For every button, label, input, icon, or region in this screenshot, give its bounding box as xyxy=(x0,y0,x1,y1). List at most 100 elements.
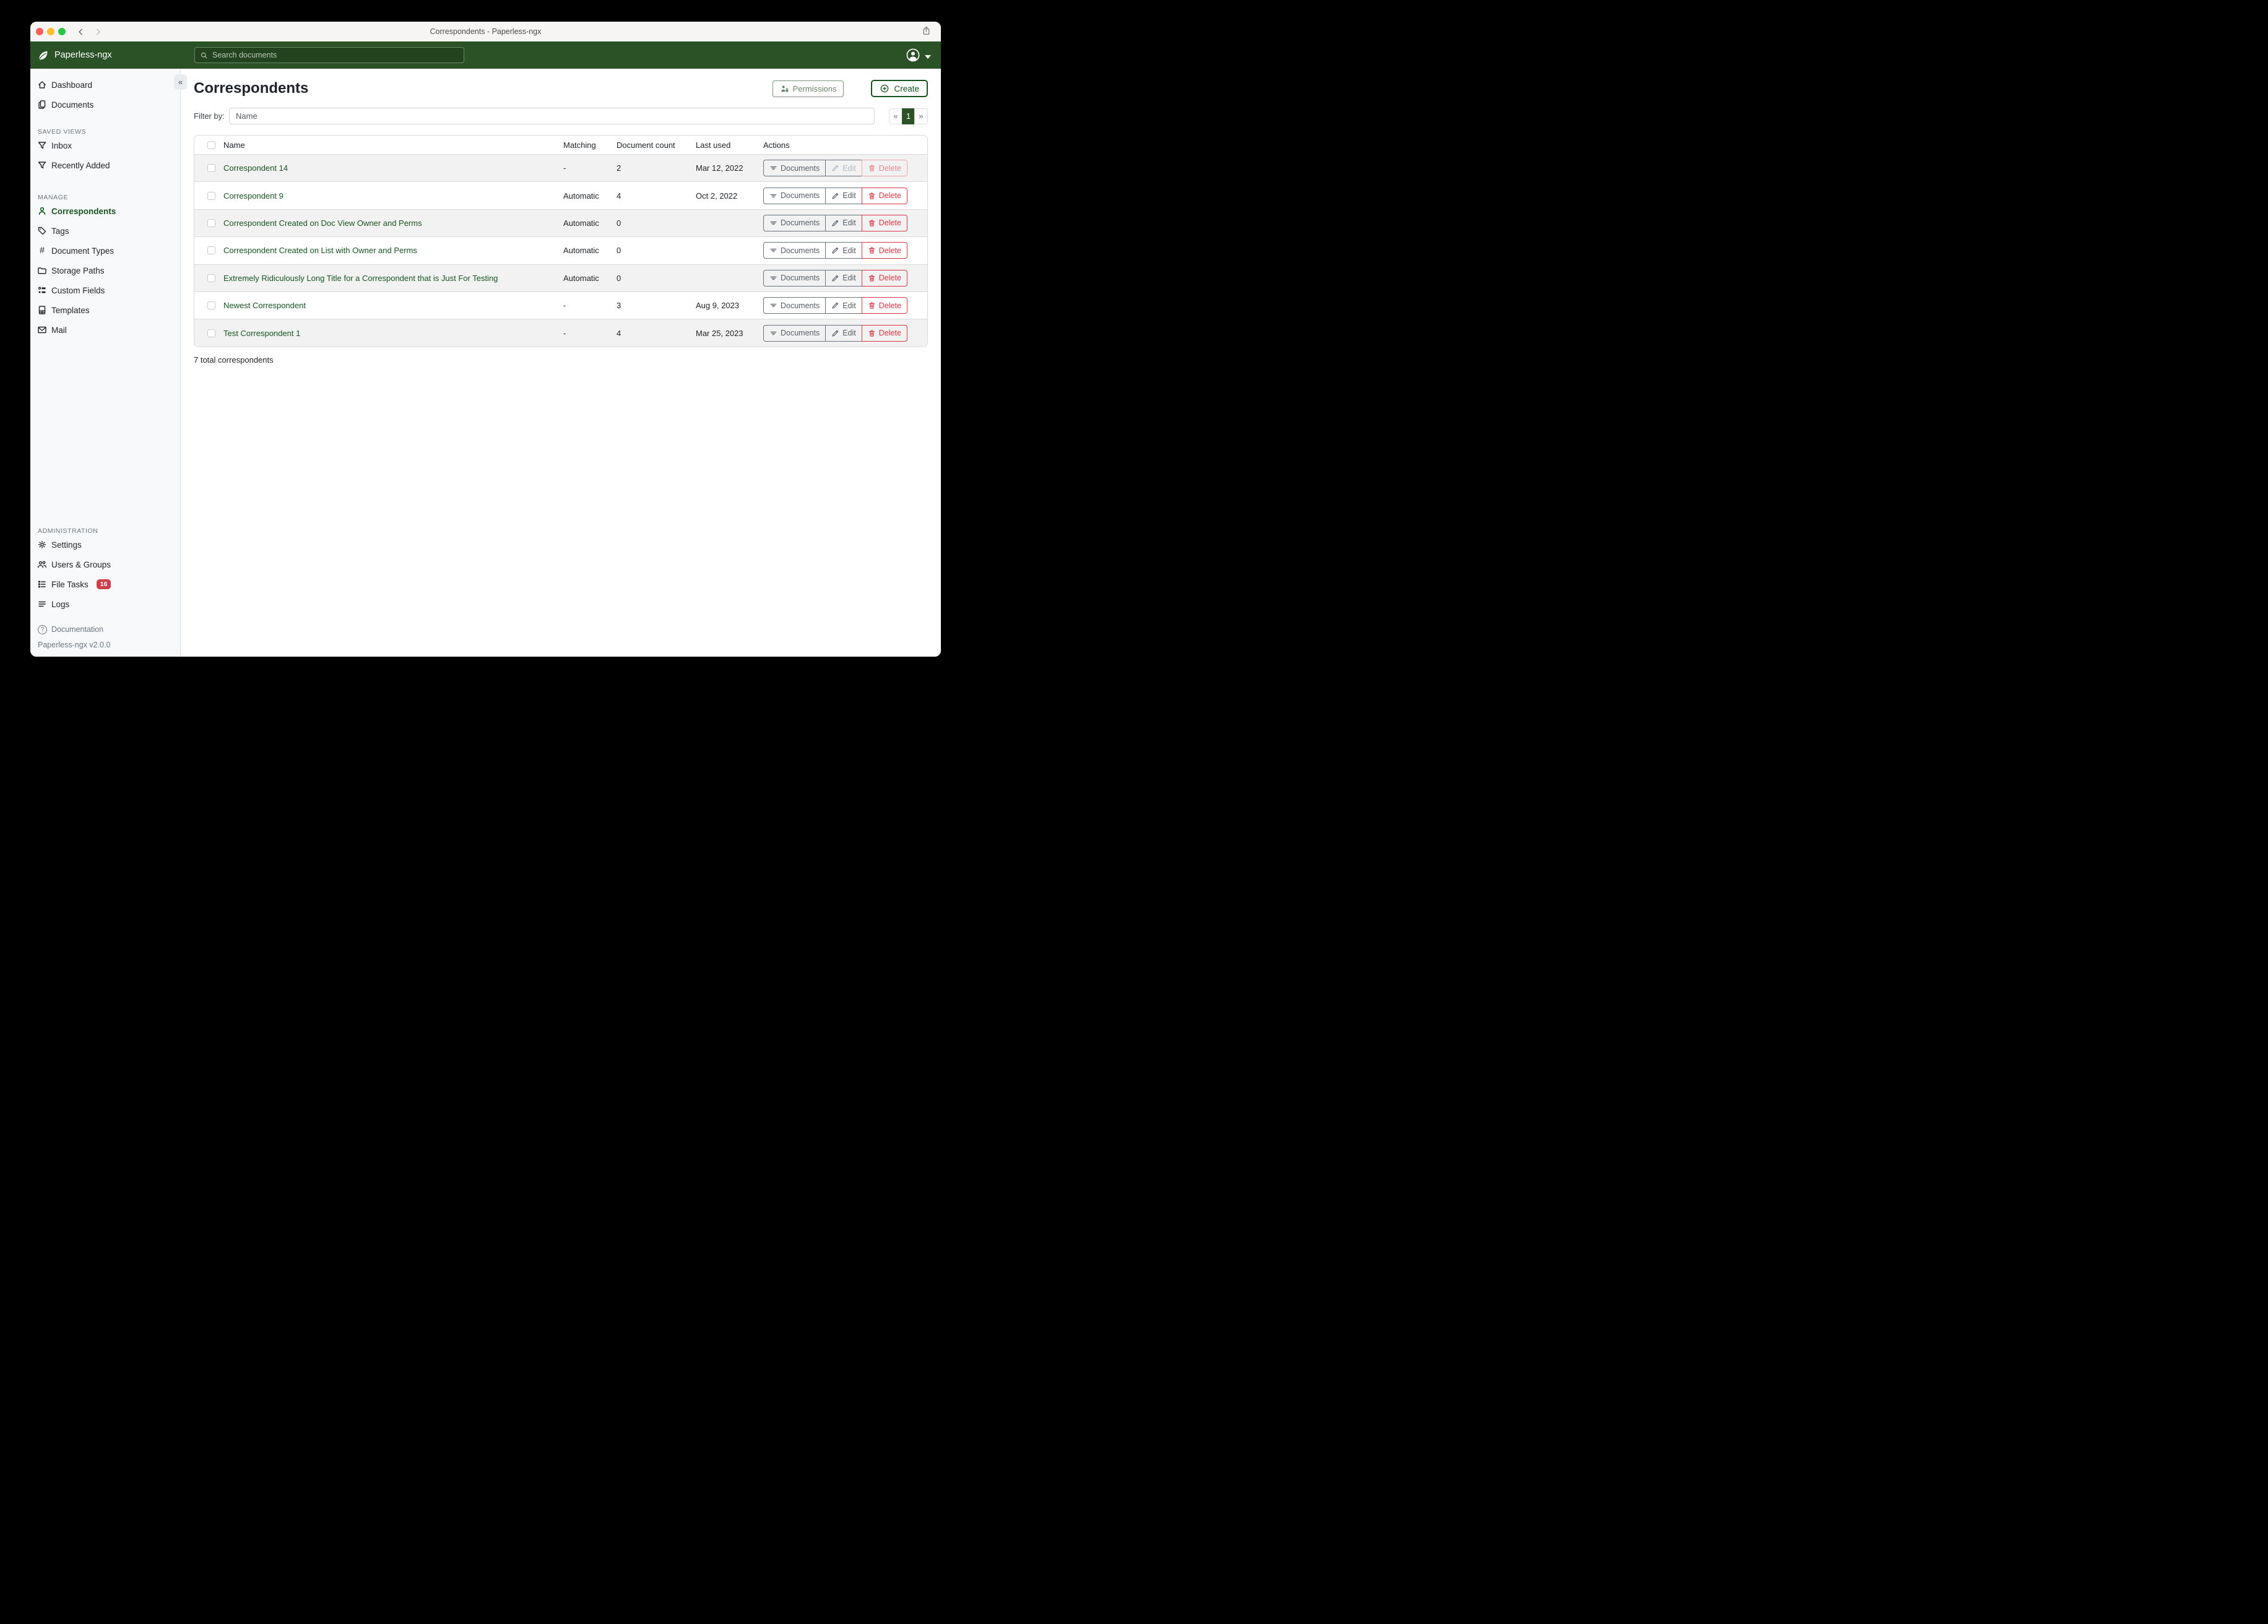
lines-icon xyxy=(37,599,47,609)
sidebar-item-storage-paths[interactable]: Storage Paths xyxy=(30,261,180,280)
header-matching: Matching xyxy=(563,140,596,150)
delete-button[interactable]: Delete xyxy=(861,187,907,204)
sidebar-item-tags[interactable]: Tags xyxy=(30,221,180,241)
correspondent-link[interactable]: Correspondent 9 xyxy=(223,191,284,201)
person-icon xyxy=(37,206,47,216)
last-used-cell: Aug 9, 2023 xyxy=(696,301,740,311)
search-input[interactable] xyxy=(212,51,459,59)
edit-button[interactable]: Edit xyxy=(825,242,862,259)
sidebar-collapse-button[interactable]: « xyxy=(174,74,187,90)
permissions-button[interactable]: Permissions xyxy=(772,80,844,97)
row-checkbox[interactable] xyxy=(207,246,215,255)
correspondent-link[interactable]: Extremely Ridiculously Long Title for a … xyxy=(223,273,498,283)
sidebar-item-file-tasks[interactable]: File Tasks 16 xyxy=(30,574,180,594)
matching-cell: - xyxy=(563,301,566,311)
documents-button[interactable]: Documents xyxy=(763,324,826,342)
edit-button[interactable]: Edit xyxy=(825,269,862,287)
pagination-next-button[interactable]: » xyxy=(914,108,928,124)
sidebar-item-logs[interactable]: Logs xyxy=(30,594,180,614)
user-menu[interactable] xyxy=(906,48,931,66)
edit-button[interactable]: Edit xyxy=(825,160,862,177)
table-row: Correspondent Created on List with Owner… xyxy=(194,236,927,264)
sidebar-item-custom-fields[interactable]: Custom Fields xyxy=(30,280,180,300)
trash-icon xyxy=(868,329,876,337)
trash-icon xyxy=(868,301,876,309)
documents-button[interactable]: Documents xyxy=(763,269,826,287)
delete-button[interactable]: Delete xyxy=(861,242,907,259)
paperless-leaf-logo-icon xyxy=(37,49,50,62)
documents-button[interactable]: Documents xyxy=(763,214,826,231)
filter-name-input[interactable] xyxy=(229,108,875,124)
correspondents-table: Name Matching Document count Last used A… xyxy=(194,135,928,347)
edit-button[interactable]: Edit xyxy=(825,297,862,314)
documents-button[interactable]: Documents xyxy=(763,187,826,204)
header-name: Name xyxy=(223,140,245,150)
row-checkbox[interactable] xyxy=(207,301,215,310)
tag-icon xyxy=(37,226,47,236)
sidebar-item-document-types[interactable]: # Document Types xyxy=(30,241,180,261)
sidebar-item-dashboard[interactable]: Dashboard xyxy=(30,75,180,95)
brand[interactable]: Paperless-ngx xyxy=(30,49,112,62)
documents-button[interactable]: Documents xyxy=(763,297,826,314)
gear-icon xyxy=(37,540,47,550)
trash-icon xyxy=(868,164,876,172)
row-checkbox[interactable] xyxy=(207,218,215,227)
delete-button[interactable]: Delete xyxy=(861,160,907,177)
sidebar-item-correspondents[interactable]: Correspondents xyxy=(30,201,180,221)
sidebar-item-inbox[interactable]: Inbox xyxy=(30,136,180,155)
edit-button[interactable]: Edit xyxy=(825,187,862,204)
create-button[interactable]: Create xyxy=(871,80,928,97)
pencil-icon xyxy=(831,164,839,172)
correspondent-link[interactable]: Correspondent Created on List with Owner… xyxy=(223,246,417,256)
row-checkbox[interactable] xyxy=(207,329,215,337)
documents-button[interactable]: Documents xyxy=(763,242,826,259)
pencil-icon xyxy=(831,246,839,254)
row-checkbox[interactable] xyxy=(207,164,215,173)
delete-button[interactable]: Delete xyxy=(861,269,907,287)
minimize-window-button[interactable] xyxy=(47,28,54,35)
sidebar-item-documents[interactable]: Documents xyxy=(30,95,180,114)
correspondent-link[interactable]: Correspondent Created on Doc View Owner … xyxy=(223,218,422,228)
delete-button[interactable]: Delete xyxy=(861,324,907,342)
sidebar-item-templates[interactable]: Templates xyxy=(30,300,180,320)
row-checkbox[interactable] xyxy=(207,274,215,282)
zoom-window-button[interactable] xyxy=(58,28,66,35)
table-row: Extremely Ridiculously Long Title for a … xyxy=(194,264,927,292)
edit-button[interactable]: Edit xyxy=(825,324,862,342)
delete-button[interactable]: Delete xyxy=(861,297,907,314)
matching-cell: - xyxy=(563,328,566,338)
filter-lines-icon xyxy=(769,329,777,337)
matching-cell: - xyxy=(563,163,566,173)
select-all-checkbox[interactable] xyxy=(207,140,215,149)
pagination-page-1[interactable]: 1 xyxy=(902,108,915,124)
close-window-button[interactable] xyxy=(36,28,43,35)
share-icon[interactable] xyxy=(921,25,933,38)
correspondent-link[interactable]: Test Correspondent 1 xyxy=(223,328,301,338)
brand-name: Paperless-ngx xyxy=(54,50,112,60)
header-actions: Actions xyxy=(763,140,790,150)
document-count-cell: 4 xyxy=(617,191,621,201)
correspondent-link[interactable]: Correspondent 14 xyxy=(223,163,288,173)
row-checkbox[interactable] xyxy=(207,191,215,200)
template-file-icon xyxy=(37,305,47,315)
sidebar: Dashboard Documents SAVED VIEWS Inbox Re… xyxy=(30,69,181,657)
edit-button[interactable]: Edit xyxy=(825,214,862,231)
sidebar-item-mail[interactable]: Mail xyxy=(30,320,180,340)
sidebar-item-settings[interactable]: Settings xyxy=(30,535,180,555)
last-used-cell: Mar 25, 2023 xyxy=(696,328,743,338)
sidebar-item-recently-added[interactable]: Recently Added xyxy=(30,155,180,175)
filter-lines-icon xyxy=(769,164,777,172)
documents-icon xyxy=(37,100,47,110)
main-content: Correspondents Permissions Create Filter… xyxy=(181,69,941,657)
pencil-icon xyxy=(831,274,839,282)
delete-button[interactable]: Delete xyxy=(861,214,907,231)
pagination-prev-button[interactable]: « xyxy=(889,108,902,124)
pencil-icon xyxy=(831,192,839,200)
browser-forward-button[interactable] xyxy=(91,25,105,38)
sidebar-item-users-groups[interactable]: Users & Groups xyxy=(30,555,180,574)
documentation-link[interactable]: ? Documentation xyxy=(30,621,180,638)
browser-back-button[interactable] xyxy=(74,25,87,38)
correspondent-link[interactable]: Newest Correspondent xyxy=(223,301,306,311)
documents-button[interactable]: Documents xyxy=(763,160,826,177)
filter-lines-icon xyxy=(769,246,777,254)
